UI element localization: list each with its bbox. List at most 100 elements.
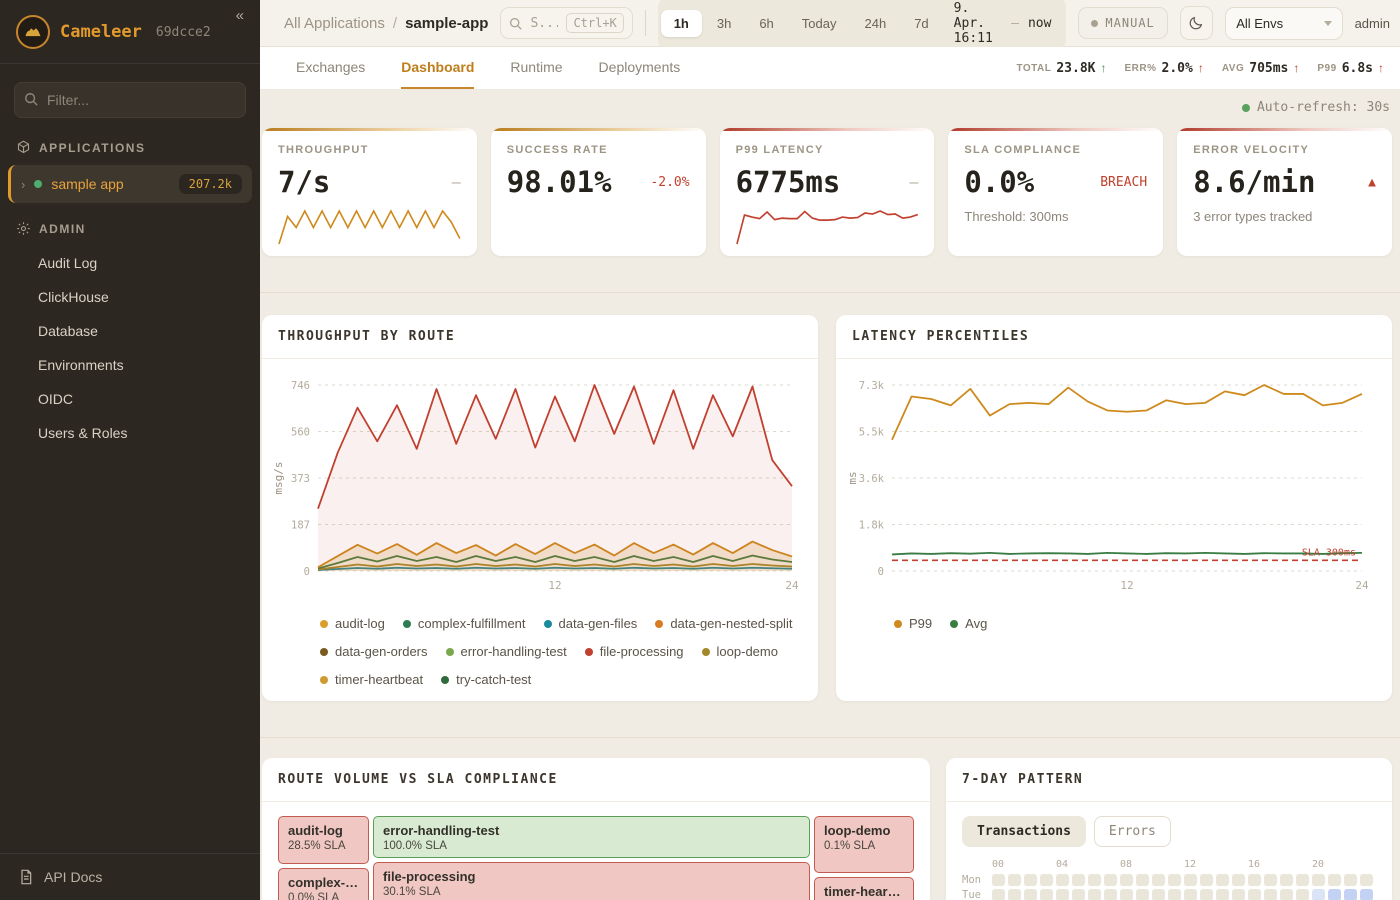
heatmap-cell[interactable] [1328, 889, 1341, 900]
heatmap-cell[interactable] [1312, 889, 1325, 900]
legend-item-audit-log[interactable]: audit-log [320, 616, 385, 631]
heatmap-cell[interactable] [1232, 889, 1245, 900]
time-range-1h[interactable]: 1h [660, 9, 702, 37]
heatmap-cell[interactable] [1056, 889, 1069, 900]
heatmap-cell[interactable] [1248, 874, 1261, 886]
chevron-right-icon[interactable]: › [21, 176, 26, 192]
heatmap-cell[interactable] [1168, 874, 1181, 886]
heatmap-cell[interactable] [1152, 889, 1165, 900]
sidebar-collapse-icon[interactable]: « [230, 6, 250, 25]
treemap-cell-loop-demo[interactable]: loop-demo 0.1% SLA [814, 816, 914, 873]
tab-runtime[interactable]: Runtime [510, 59, 563, 75]
heatmap-cell[interactable] [1216, 889, 1229, 900]
heatmap-cell[interactable] [1184, 889, 1197, 900]
legend-item-loop-demo[interactable]: loop-demo [701, 644, 778, 659]
heatmap-cell[interactable] [992, 889, 1005, 900]
heatmap-cell[interactable] [1264, 874, 1277, 886]
heatmap-cell[interactable] [1088, 889, 1101, 900]
heatmap-cell[interactable] [1360, 874, 1373, 886]
heatmap-cell[interactable] [1216, 874, 1229, 886]
toggle-errors[interactable]: Errors [1093, 816, 1171, 847]
sidebar-item-environments[interactable]: Environments [38, 357, 124, 373]
time-range-6h[interactable]: 6h [746, 10, 786, 37]
heatmap-cell[interactable] [1104, 889, 1117, 900]
latency-legend: P99 Avg [836, 604, 1392, 645]
legend-item-file-processing[interactable]: file-processing [584, 644, 684, 659]
sidebar-item-oidc[interactable]: OIDC [38, 391, 73, 407]
time-range-7d[interactable]: 7d [901, 10, 941, 37]
heatmap-cell[interactable] [1184, 874, 1197, 886]
treemap-cell-file-processing[interactable]: file-processing 30.1% SLA [373, 862, 810, 900]
sidebar-item-sample-app[interactable]: › sample app 207.2k [8, 165, 252, 203]
search-input[interactable] [528, 14, 561, 32]
heatmap-cell[interactable] [1296, 889, 1309, 900]
date-range[interactable]: 9. Apr. 16:11 – now [942, 1, 1064, 46]
heatmap-cell[interactable] [1264, 889, 1277, 900]
heatmap-cell[interactable] [1344, 889, 1357, 900]
user-menu[interactable]: admin [1354, 15, 1390, 31]
sidebar-item-audit-log[interactable]: Audit Log [38, 255, 98, 271]
legend-item-timer-heartbeat[interactable]: timer-heartbeat [320, 672, 423, 687]
heatmap-cell[interactable] [1168, 889, 1181, 900]
breadcrumb-root[interactable]: All Applications [284, 14, 385, 32]
legend-item-data-gen-orders[interactable]: data-gen-orders [320, 644, 428, 659]
legend-item-avg[interactable]: Avg [950, 616, 987, 631]
legend-item-error-handling-test[interactable]: error-handling-test [445, 644, 567, 659]
treemap-cell-error-handling-test[interactable]: error-handling-test 100.0% SLA [373, 816, 810, 858]
sidebar-item-users-roles[interactable]: Users & Roles [38, 425, 128, 441]
treemap-cell-audit-log[interactable]: audit-log 28.5% SLA [278, 816, 369, 864]
filter-input[interactable] [14, 82, 246, 118]
heatmap-cell[interactable] [1072, 889, 1085, 900]
global-search[interactable]: Ctrl+K [500, 7, 633, 39]
treemap-cell-timer-heartbeat[interactable]: timer-heartbeat30.6% SLA [814, 877, 914, 900]
heatmap-cell[interactable] [1152, 874, 1165, 886]
treemap-cell-sla: 30.1% SLA [383, 886, 441, 898]
time-range-today[interactable]: Today [789, 10, 850, 37]
sidebar-item-database[interactable]: Database [38, 323, 98, 339]
heatmap-cell[interactable] [1344, 874, 1357, 886]
legend-item-try-catch-test[interactable]: try-catch-test [441, 672, 531, 687]
tab-exchanges[interactable]: Exchanges [296, 59, 366, 75]
time-range-24h[interactable]: 24h [852, 10, 900, 37]
heatmap-cell[interactable] [1232, 874, 1245, 886]
heatmap-cell[interactable] [1008, 889, 1021, 900]
heatmap-cell[interactable] [1360, 889, 1373, 900]
legend-item-data-gen-files[interactable]: data-gen-files [543, 616, 637, 631]
legend-item-p99[interactable]: P99 [894, 616, 932, 631]
heatmap-cell[interactable] [1280, 874, 1293, 886]
manual-refresh-button[interactable]: MANUAL [1078, 7, 1168, 39]
kpi-row: THROUGHPUT 7/s – SUCCESS RATE 98.01% -2.0% P99… [262, 128, 1392, 256]
treemap-cell-complex-fulfillment[interactable]: complex-fulfillment 0.0% SLA [278, 868, 369, 900]
time-range-3h[interactable]: 3h [704, 10, 744, 37]
heatmap-cell[interactable] [1120, 889, 1133, 900]
heatmap-cell[interactable] [1296, 874, 1309, 886]
heatmap-cell[interactable] [1104, 874, 1117, 886]
tab-deployments[interactable]: Deployments [598, 59, 681, 75]
tab-dashboard[interactable]: Dashboard [401, 47, 475, 89]
heatmap-cell[interactable] [1136, 889, 1149, 900]
heatmap-cell[interactable] [1072, 874, 1085, 886]
heatmap-cell[interactable] [1248, 889, 1261, 900]
legend-item-complex-fulfillment[interactable]: complex-fulfillment [402, 616, 526, 631]
heatmap-cell[interactable] [1200, 874, 1213, 886]
heatmap-cell[interactable] [1136, 874, 1149, 886]
heatmap-cell[interactable] [1312, 874, 1325, 886]
heatmap-cell[interactable] [1008, 874, 1021, 886]
heatmap-cell[interactable] [1040, 874, 1053, 886]
env-dropdown[interactable]: All Envs [1225, 6, 1343, 40]
heatmap-cell[interactable] [1024, 889, 1037, 900]
heatmap-cell[interactable] [1200, 889, 1213, 900]
toggle-transactions[interactable]: Transactions [962, 816, 1086, 847]
dark-mode-toggle[interactable] [1179, 6, 1214, 40]
legend-item-data-gen-nested-split[interactable]: data-gen-nested-split [655, 616, 792, 631]
heatmap-cell[interactable] [1040, 889, 1053, 900]
heatmap-cell[interactable] [992, 874, 1005, 886]
sidebar-item-clickhouse[interactable]: ClickHouse [38, 289, 109, 305]
api-docs-link[interactable]: API Docs [0, 853, 260, 900]
heatmap-cell[interactable] [1120, 874, 1133, 886]
heatmap-cell[interactable] [1328, 874, 1341, 886]
heatmap-cell[interactable] [1024, 874, 1037, 886]
heatmap-cell[interactable] [1056, 874, 1069, 886]
heatmap-cell[interactable] [1280, 889, 1293, 900]
heatmap-cell[interactable] [1088, 874, 1101, 886]
